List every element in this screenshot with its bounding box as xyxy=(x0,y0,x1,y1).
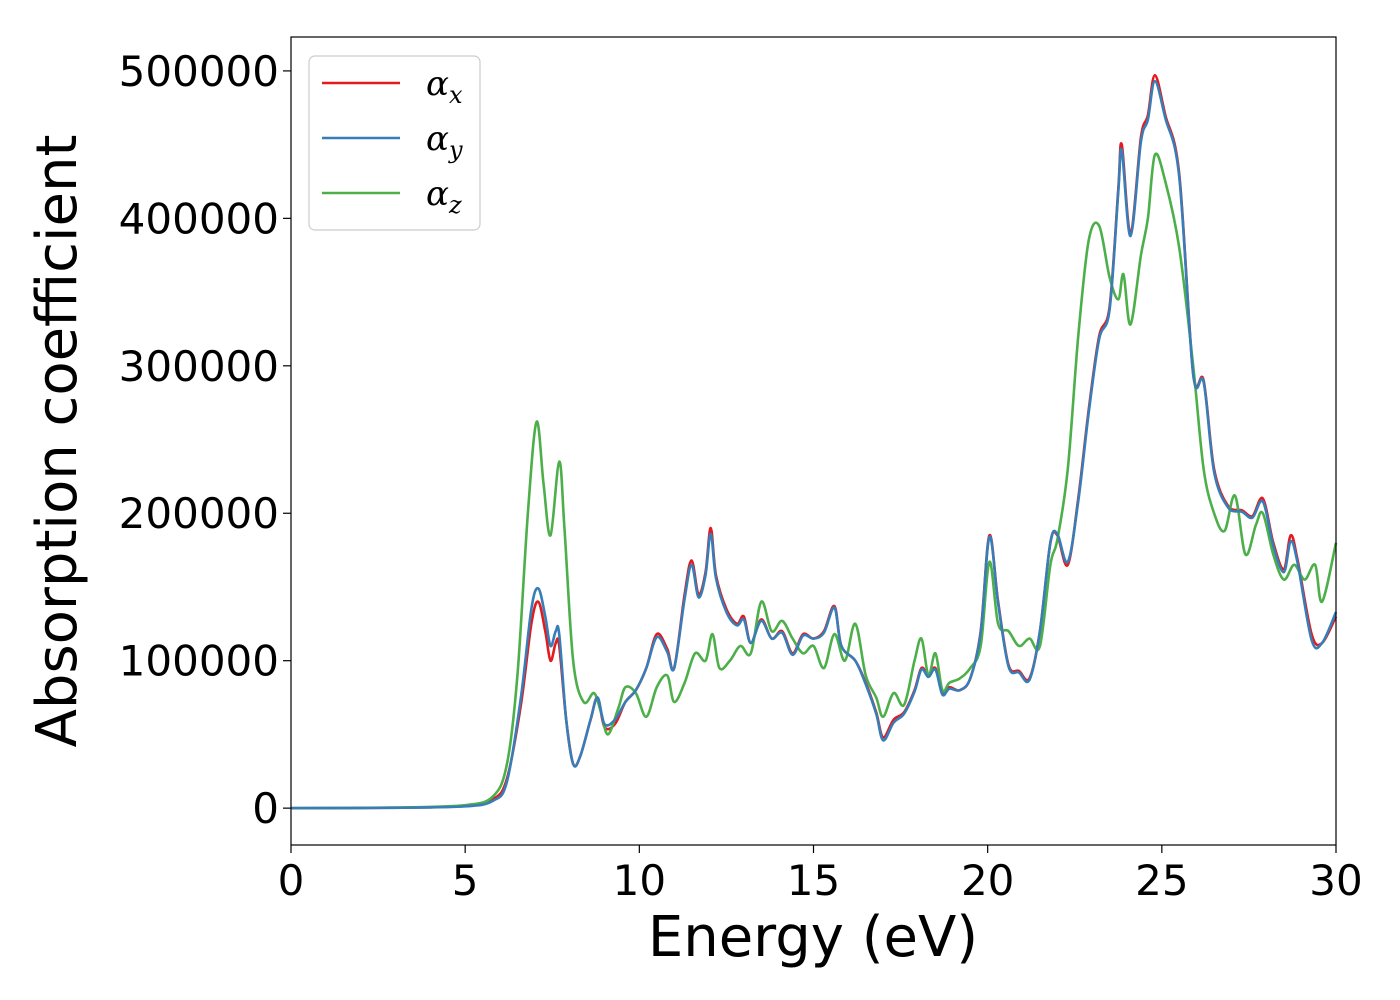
y-axis-ticks: 0 100000 200000 300000 400000 500000 xyxy=(119,47,291,833)
plot-lines xyxy=(290,74,1338,810)
x-tick-label: 15 xyxy=(787,856,840,905)
x-tick-label: 5 xyxy=(452,856,479,905)
y-tick-label: 100000 xyxy=(119,637,279,686)
x-tick-label: 10 xyxy=(613,856,666,905)
legend-box xyxy=(308,55,481,231)
y-tick-label: 400000 xyxy=(119,194,279,243)
legend-label-y: αy xyxy=(426,119,463,164)
y-tick-label: 0 xyxy=(252,784,279,833)
x-tick-label: 30 xyxy=(1309,856,1362,905)
series-line-y xyxy=(290,79,1338,810)
legend: αx αy αz xyxy=(308,55,481,231)
y-tick-label: 200000 xyxy=(119,489,279,538)
legend-label-z: αz xyxy=(426,174,462,219)
y-tick-label: 300000 xyxy=(119,342,279,391)
x-tick-label: 0 xyxy=(278,856,305,905)
x-tick-label: 20 xyxy=(961,856,1014,905)
series-line-z xyxy=(290,152,1338,810)
x-axis-ticks: 0 5 10 15 20 25 30 xyxy=(278,845,1363,905)
x-axis-label: Energy (eV) xyxy=(648,905,978,970)
legend-label-x: αx xyxy=(426,64,463,109)
x-tick-label: 25 xyxy=(1135,856,1188,905)
y-tick-label: 500000 xyxy=(119,47,279,96)
y-axis-label: Absorption coefficient xyxy=(25,135,90,748)
